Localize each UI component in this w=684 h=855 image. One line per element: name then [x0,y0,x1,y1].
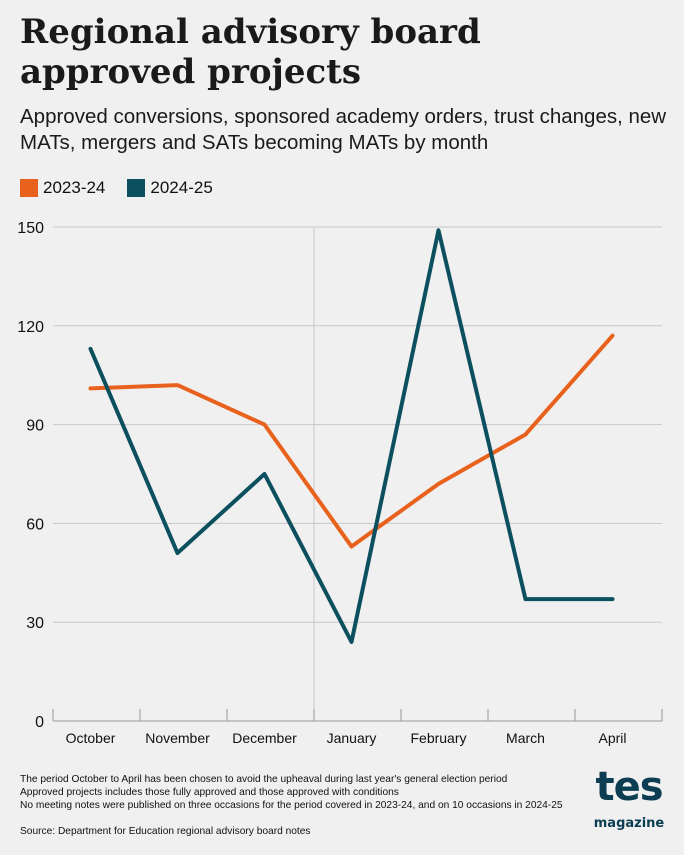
legend-item-2023-24: 2023-24 [20,178,105,198]
x-tick-label-march: March [506,730,545,746]
x-tick-label-january: January [327,730,377,746]
source-note: Source: Department for Education regiona… [20,826,311,837]
logo-subtitle: magazine [593,816,665,831]
legend-swatch-2023-24 [20,179,38,197]
footnotes: The period October to April has been cho… [20,773,580,812]
legend-label-2023-24: 2023-24 [43,178,106,197]
series-line-2023-24 [88,333,615,549]
legend-label-2024-25: 2024-25 [150,178,213,197]
y-tick-label-90: 90 [26,418,44,435]
legend-item-2024-25: 2024-25 [127,178,213,198]
y-tick-label-0: 0 [35,714,44,731]
footnote-3: No meeting notes were published on three… [20,800,563,811]
x-tick-label-february: February [410,730,466,746]
tes-magazine-logo: tes magazine [592,764,666,838]
y-tick-label-150: 150 [17,220,44,237]
footnote-1: The period October to April has been cho… [20,774,508,785]
x-tick-label-november: November [145,730,210,746]
legend: 2023-24 2024-25 [20,178,235,198]
x-tick-label-december: December [232,730,297,746]
legend-swatch-2024-25 [127,179,146,197]
x-tick-label-april: April [598,730,626,746]
series-line-2024-25 [88,228,615,644]
chart-subtitle: Approved conversions, sponsored academy … [20,105,667,154]
logo-wordmark: tes [595,764,663,810]
line-chart: 0 30 60 90 120 150 October November December Janu… [17,220,663,746]
y-tick-label-120: 120 [17,319,44,336]
x-tick-label-october: October [66,730,116,746]
y-tick-label-30: 30 [26,615,44,632]
y-tick-label-60: 60 [26,516,44,533]
chart-title: Regional advisory board approved project… [20,12,481,92]
footnote-2: Approved projects includes those fully a… [20,787,399,798]
